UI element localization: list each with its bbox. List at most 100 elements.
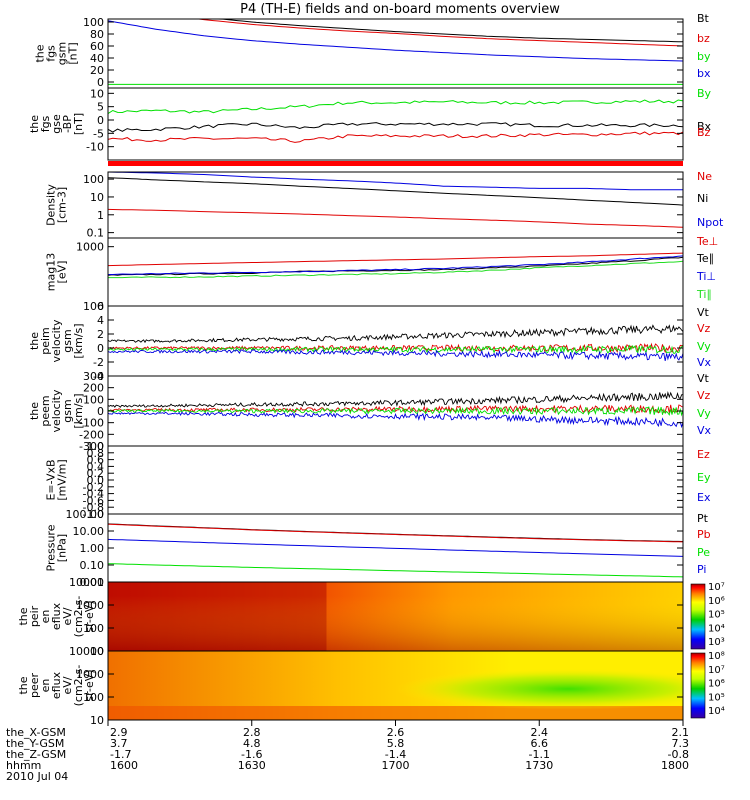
y-tick-label: 10.00 <box>73 525 105 538</box>
series-line-ti∥ <box>108 260 684 279</box>
y-tick-label: -0.4 <box>83 488 104 501</box>
legend-by: by <box>697 50 711 63</box>
legend-bx: bx <box>697 67 711 80</box>
y-tick-label: 0.1 <box>87 227 105 240</box>
panel-7: 1.00.80.60.40.20.0-0.2-0.4-0.6-0.8-1.0 E=… <box>45 440 711 521</box>
y-axis-label: E=-VxB <box>45 459 58 500</box>
y-tick-label: 1 <box>97 209 104 222</box>
legend-ni: Ni <box>697 192 708 205</box>
legend-vt: Vt <box>697 372 710 385</box>
legend-pb: Pb <box>697 528 711 541</box>
series-line-vx <box>107 349 684 361</box>
y-axis-label: eV/ <box>61 676 74 694</box>
electron-spectrogram-green <box>108 651 683 720</box>
x-axis-row-label: hhmm <box>6 759 41 772</box>
y-axis-label: the <box>28 402 41 420</box>
y-tick-label: 0.8 <box>87 447 105 460</box>
colorbar-tick-label: 10⁶ <box>708 679 725 690</box>
y-tick-label: 1000 <box>76 668 104 681</box>
panel-frame <box>107 445 684 515</box>
y-tick-label: 60 <box>90 40 104 53</box>
colorbar-tick-label: 10⁶ <box>708 596 725 607</box>
y-axis-label: velocity <box>50 389 63 432</box>
y-axis-label: en <box>39 610 52 624</box>
y-axis-label: sr-eV) <box>83 600 96 632</box>
y-tick-label: -1.0 <box>83 508 104 521</box>
y-tick-label: 100.00 <box>66 508 105 521</box>
colorbar-tick-label: 10⁷ <box>708 582 725 593</box>
x-axis-row-label: the_X-GSM <box>6 726 66 739</box>
y-tick-label: -0.8 <box>83 501 104 514</box>
y-axis-label: -BP <box>61 115 74 133</box>
panel-4: 1000 100 mag13[eV] Te⊥ Te∥ Ti⊥ Ti∥ <box>45 235 719 313</box>
y-axis-label: [nT] <box>72 113 85 135</box>
series-line-ni-red <box>107 208 684 228</box>
series-line-bt <box>108 18 684 43</box>
y-axis-label: gsm <box>56 42 69 65</box>
panels: 020406080100thefgsgsm[nT]Btbzbybx-10-505… <box>17 12 725 727</box>
series-line-te∥ <box>107 256 684 276</box>
series-line-npot <box>107 171 683 191</box>
x-axis-value: 5.8 <box>387 737 405 750</box>
y-axis-label: eflux <box>50 602 63 630</box>
y-axis-label: [km/s] <box>72 323 85 358</box>
y-tick-label: -5 <box>93 127 104 140</box>
y-tick-label: 100 <box>83 16 104 29</box>
y-axis-label: gsm <box>61 399 74 422</box>
y-tick-label: 1000 <box>76 241 104 254</box>
ion-spectrogram-shade <box>108 582 683 651</box>
y-axis-label: the <box>28 332 41 350</box>
colorbar <box>690 583 706 650</box>
y-axis-label: fgs <box>45 45 58 62</box>
y-tick-label: 100 <box>83 393 104 406</box>
series-line-vx <box>107 411 684 429</box>
colorbar-tick-label: 10⁴ <box>708 623 725 634</box>
legend-bt: Bt <box>697 12 710 25</box>
y-axis-label: peer <box>28 673 41 699</box>
y-axis-label: [eV] <box>56 261 69 284</box>
y-tick-label: 10 <box>90 645 104 658</box>
series-line-pe <box>107 563 684 578</box>
x-axis-row-label: 2010 Jul 04 <box>6 770 68 783</box>
x-axis-value: 2.6 <box>387 726 405 739</box>
y-tick-label: 0 <box>97 76 104 89</box>
y-tick-label: 10000 <box>69 576 104 589</box>
y-axis-label: the <box>17 607 30 625</box>
colorbar-tick-label: 10⁸ <box>708 651 725 662</box>
y-tick-label: -10 <box>86 141 104 154</box>
y-tick-label: 200 <box>83 382 104 395</box>
y-tick-label: 100 <box>83 691 104 704</box>
series-line-vy <box>107 406 684 417</box>
y-tick-label: 0.01 <box>80 576 105 589</box>
figure-title: P4 (TH-E) fields and on-board moments ov… <box>240 2 560 17</box>
y-tick-label: 100 <box>83 622 104 635</box>
y-tick-label: 80 <box>90 28 104 41</box>
y-tick-label: 0.6 <box>87 454 105 467</box>
y-tick-label: -100 <box>79 417 104 430</box>
y-axis-label: en <box>39 679 52 693</box>
y-tick-label: 1000 <box>76 599 104 612</box>
legend-ti∥: Ti∥ <box>696 288 712 301</box>
series-line-bz <box>107 131 684 143</box>
panel-frame <box>107 305 684 377</box>
x-axis-value: 1800 <box>661 759 689 772</box>
series-line-by <box>107 99 684 115</box>
y-tick-label: 0.2 <box>87 467 105 480</box>
series-line-bx <box>107 20 684 62</box>
x-axis-value: 6.6 <box>531 737 549 750</box>
y-tick-label: 10 <box>90 714 104 727</box>
legend-ez: Ez <box>697 448 710 461</box>
y-axis-label: velocity <box>50 319 63 362</box>
y-axis-label: the <box>28 115 41 133</box>
panel-frame <box>107 87 684 161</box>
y-tick-label: -300 <box>79 440 104 453</box>
colorbar <box>690 652 706 719</box>
y-tick-label: 4 <box>97 314 104 327</box>
y-axis-label: [cm-3] <box>56 187 69 223</box>
series-line-ni <box>107 177 684 206</box>
